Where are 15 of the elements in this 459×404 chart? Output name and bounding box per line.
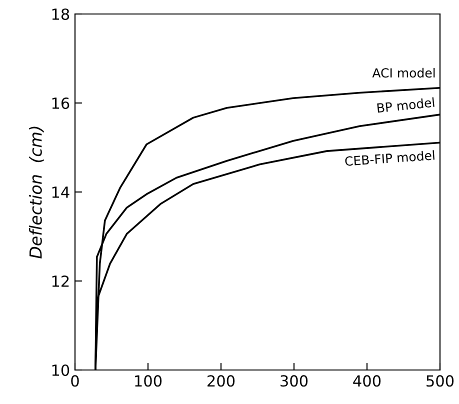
y-axis-title: Deflection (cm)	[29, 126, 44, 259]
y-tick-label: 12	[52, 275, 69, 287]
x-tick-label: 300	[280, 375, 308, 387]
y-tick-label: 14	[52, 186, 70, 198]
series-label: ACI model	[372, 68, 435, 78]
x-tick-label: 500	[426, 375, 454, 387]
y-tick-label: 18	[52, 8, 70, 20]
x-tick-label: 0	[71, 375, 79, 387]
x-tick-label: 400	[353, 375, 381, 387]
series-label: CEB-FIP model	[344, 150, 434, 166]
y-tick-label: 10	[52, 364, 70, 376]
text: BP model	[377, 97, 434, 113]
x-tick-label: 200	[208, 375, 235, 387]
x-tick-label: 100	[135, 375, 162, 387]
y-tick-label: 16	[52, 97, 70, 110]
